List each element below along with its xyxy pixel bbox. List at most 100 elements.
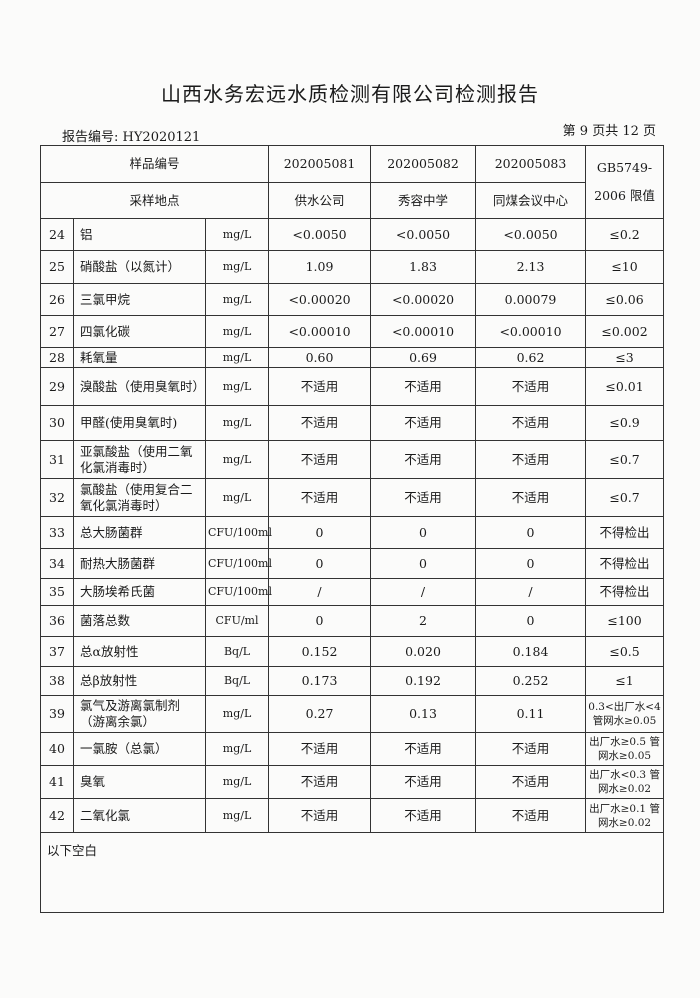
- item-name: 菌落总数: [73, 605, 206, 637]
- limit-value: ≤0.9: [585, 405, 665, 441]
- item-name: 二氧化氯: [73, 798, 206, 833]
- result-value: 0.60: [268, 347, 372, 368]
- unit: mg/L: [204, 440, 270, 479]
- result-value: /: [475, 578, 587, 606]
- result-value: 2.13: [475, 250, 587, 284]
- result-value: 不适用: [268, 367, 372, 406]
- row-number: 31: [40, 440, 74, 479]
- result-value: 0.11: [475, 695, 587, 733]
- result-value: 不适用: [268, 732, 372, 766]
- table-row: 34 耐热大肠菌群 CFU/100ml 0 0 0 不得检出: [40, 548, 665, 579]
- table-row: 39 氯气及游离氯制剂（游离余氯） mg/L 0.27 0.13 0.11 0.3<出厂水<…: [40, 695, 665, 733]
- table-row: 38 总β放射性 Bq/L 0.173 0.192 0.252 ≤1: [40, 666, 665, 696]
- limit-value: ≤10: [585, 250, 665, 284]
- limit-value: 出厂水≥0.5 管网水≥0.05: [585, 732, 665, 766]
- row-number: 39: [40, 695, 74, 733]
- result-value: 0.27: [268, 695, 372, 733]
- sample-site: 供水公司: [268, 182, 372, 219]
- row-number: 28: [40, 347, 74, 368]
- limit-header-line2: 2006 限值: [594, 188, 655, 203]
- unit: Bq/L: [204, 636, 270, 667]
- sample-site: 同煤会议中心: [475, 182, 587, 219]
- result-value: 不适用: [475, 367, 587, 406]
- result-value: 不适用: [370, 732, 477, 766]
- result-value: 0.00079: [475, 283, 587, 316]
- result-value: <0.0050: [475, 218, 587, 251]
- result-value: <0.00020: [268, 283, 372, 316]
- sample-no: 202005082: [370, 145, 477, 183]
- table-row: 36 菌落总数 CFU/ml 0 2 0 ≤100: [40, 605, 665, 637]
- result-value: 不适用: [475, 798, 587, 833]
- row-number: 24: [40, 218, 74, 251]
- limit-value: ≤3: [585, 347, 665, 368]
- row-number: 41: [40, 765, 74, 799]
- result-value: 不适用: [475, 405, 587, 441]
- table-row: 42 二氧化氯 mg/L 不适用 不适用 不适用 出厂水≥0.1 管网水≥0.02: [40, 798, 665, 833]
- results-table: 样品编号 202005081 202005082 202005083 GB574…: [39, 145, 665, 913]
- result-value: 不适用: [370, 367, 477, 406]
- item-name: 四氯化碳: [73, 315, 206, 348]
- result-value: 0.184: [475, 636, 587, 667]
- result-value: 0.62: [475, 347, 587, 368]
- limit-header-line1: GB5749-: [596, 160, 653, 175]
- item-name: 氯酸盐（使用复合二氧化氯消毒时）: [73, 478, 206, 517]
- row-number: 26: [40, 283, 74, 316]
- result-value: 0.69: [370, 347, 477, 368]
- header-row-sample-no: 样品编号 202005081 202005082 202005083 GB574…: [39, 145, 665, 219]
- table-row: 41 臭氧 mg/L 不适用 不适用 不适用 出厂水<0.3 管网水≥0.02: [40, 765, 665, 799]
- result-value: 不适用: [475, 732, 587, 766]
- table-row: 33 总大肠菌群 CFU/100ml 0 0 0 不得检出: [40, 516, 665, 549]
- report-number: 报告编号: HY2020121: [62, 130, 201, 145]
- row-number: 30: [40, 405, 74, 441]
- result-value: /: [370, 578, 477, 606]
- result-value: 不适用: [370, 478, 477, 517]
- limit-value: ≤0.5: [585, 636, 665, 667]
- result-value: 0.152: [268, 636, 372, 667]
- limit-value: 出厂水≥0.1 管网水≥0.02: [585, 798, 665, 833]
- table-row: 28 耗氧量 mg/L 0.60 0.69 0.62 ≤3: [40, 347, 665, 368]
- item-name: 三氯甲烷: [73, 283, 206, 316]
- result-value: 0: [370, 548, 477, 579]
- result-value: 不适用: [268, 765, 372, 799]
- table-row: 24 铝 mg/L <0.0050 <0.0050 <0.0050 ≤0.2: [40, 218, 665, 251]
- result-value: 2: [370, 605, 477, 637]
- item-name: 耐热大肠菌群: [73, 548, 206, 579]
- item-name: 臭氧: [73, 765, 206, 799]
- result-value: 不适用: [370, 798, 477, 833]
- result-value: 0: [475, 548, 587, 579]
- note-row: 以下空白: [39, 832, 665, 913]
- row-number: 33: [40, 516, 74, 549]
- result-value: 不适用: [370, 405, 477, 441]
- item-name: 溴酸盐（使用臭氧时）: [73, 367, 206, 406]
- sample-no-label: 样品编号: [39, 145, 270, 183]
- sample-site: 秀容中学: [370, 182, 477, 219]
- row-number: 38: [40, 666, 74, 696]
- unit: mg/L: [204, 250, 270, 284]
- unit: mg/L: [204, 405, 270, 441]
- unit: mg/L: [204, 732, 270, 766]
- limit-header: GB5749- 2006 限值: [585, 145, 665, 219]
- result-value: 0.020: [370, 636, 477, 667]
- result-value: 0.252: [475, 666, 587, 696]
- unit: CFU/100ml: [204, 578, 272, 606]
- limit-value: ≤0.06: [585, 283, 665, 316]
- result-value: 不适用: [268, 798, 372, 833]
- table-row: 26 三氯甲烷 mg/L <0.00020 <0.00020 0.00079 ≤0.06: [40, 283, 665, 316]
- result-value: 0.13: [370, 695, 477, 733]
- table-row: 27 四氯化碳 mg/L <0.00010 <0.00010 <0.00010 ≤0.002: [40, 315, 665, 348]
- unit: mg/L: [204, 315, 270, 348]
- limit-value: 不得检出: [585, 578, 665, 606]
- sample-no: 202005081: [268, 145, 372, 183]
- result-value: 0: [475, 605, 587, 637]
- unit: mg/L: [204, 367, 270, 406]
- row-number: 40: [40, 732, 74, 766]
- limit-value: ≤0.2: [585, 218, 665, 251]
- row-number: 42: [40, 798, 74, 833]
- unit: mg/L: [204, 765, 270, 799]
- sample-no: 202005083: [475, 145, 587, 183]
- result-value: <0.00010: [370, 315, 477, 348]
- table-row: 37 总α放射性 Bq/L 0.152 0.020 0.184 ≤0.5: [40, 636, 665, 667]
- result-value: 0.173: [268, 666, 372, 696]
- item-name: 总β放射性: [73, 666, 206, 696]
- result-value: 0: [475, 516, 587, 549]
